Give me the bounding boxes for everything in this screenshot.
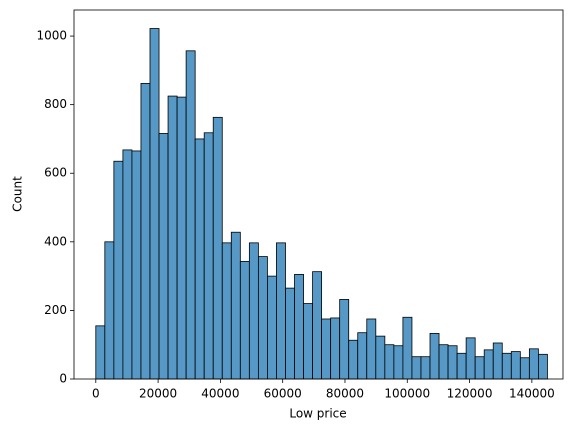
- bar: [438, 344, 449, 380]
- y-tick-label: 0: [59, 372, 67, 386]
- y-axis-label: Count: [11, 176, 25, 212]
- bar: [411, 356, 422, 380]
- bar: [230, 231, 241, 380]
- x-tick-label: 80000: [326, 387, 364, 401]
- x-axis-label: Low price: [289, 407, 346, 421]
- bar: [140, 82, 151, 380]
- y-tick-label: 200: [44, 303, 67, 317]
- bar: [303, 303, 313, 380]
- bar: [212, 116, 223, 380]
- bar: [276, 242, 286, 380]
- bar: [339, 299, 350, 380]
- bar: [267, 275, 277, 380]
- bar: [483, 349, 494, 380]
- x-tick-label: 120000: [447, 387, 493, 401]
- x-tick-label: 100000: [384, 387, 430, 401]
- x-tick-label: 20000: [139, 387, 177, 401]
- bar: [294, 274, 304, 380]
- y-tick-label: 400: [44, 234, 67, 248]
- bar: [456, 352, 467, 380]
- bar: [429, 332, 440, 380]
- bar: [510, 351, 521, 380]
- bar: [474, 356, 485, 380]
- bar: [501, 352, 512, 380]
- bar: [176, 96, 187, 380]
- y-tick-label: 1000: [36, 29, 67, 43]
- bar: [537, 353, 548, 380]
- bar: [285, 287, 295, 380]
- bar: [122, 149, 133, 380]
- x-tick-label: 0: [92, 387, 100, 401]
- bar: [447, 345, 458, 380]
- bar: [221, 242, 232, 380]
- bar: [348, 339, 359, 380]
- x-tick-label: 60000: [264, 387, 302, 401]
- bar: [104, 241, 115, 380]
- bar: [330, 317, 341, 380]
- bar: [519, 357, 530, 380]
- bar: [158, 133, 169, 380]
- bar: [420, 356, 431, 380]
- bar: [375, 335, 386, 380]
- bar: [257, 256, 268, 380]
- x-tick-label: 140000: [509, 387, 555, 401]
- bar: [248, 242, 259, 380]
- bar: [312, 271, 323, 380]
- bar: [239, 260, 250, 380]
- bar: [185, 50, 196, 380]
- bar: [203, 132, 214, 380]
- bar: [366, 318, 377, 380]
- y-tick-label: 800: [44, 97, 67, 111]
- bar: [95, 325, 106, 380]
- plot-frame: [73, 9, 564, 380]
- bar: [528, 348, 539, 380]
- bar: [465, 337, 476, 380]
- bar: [194, 138, 205, 380]
- x-tick-label: 40000: [201, 387, 239, 401]
- bar: [393, 345, 404, 380]
- y-tick-label: 600: [44, 166, 67, 180]
- bar: [321, 318, 332, 380]
- bar: [113, 160, 124, 380]
- bar: [384, 344, 395, 380]
- bar: [357, 332, 368, 380]
- bar: [402, 316, 413, 380]
- bar: [492, 342, 503, 380]
- bar: [167, 95, 178, 380]
- bar: [131, 150, 142, 380]
- bar: [149, 28, 160, 380]
